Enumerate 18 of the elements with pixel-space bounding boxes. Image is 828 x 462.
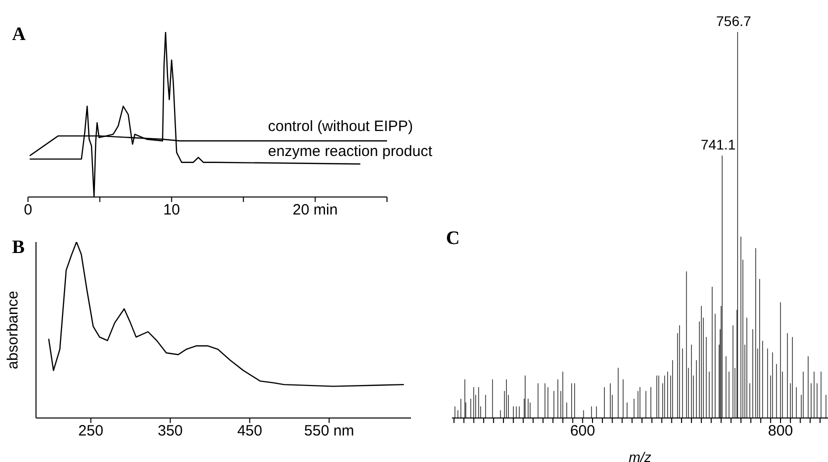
x-tick-label: 600: [570, 422, 596, 440]
chart-title: B: [12, 237, 25, 259]
annotation: 756.7: [716, 13, 752, 29]
x-tick-label: 800: [768, 422, 794, 440]
series-label: enzyme reaction product: [268, 143, 432, 160]
annotation: 741.1: [700, 136, 736, 153]
x-tick-label: 0: [24, 202, 32, 219]
text: C: [446, 228, 460, 250]
x-tick-label: 550 nm: [304, 422, 354, 440]
x-tick-label: 350: [158, 422, 183, 440]
x-axis-title: m/z: [628, 449, 652, 462]
chart-title: A: [12, 24, 26, 46]
series-label: control (without EIPP): [268, 118, 414, 135]
x-tick-label: 20 min: [292, 202, 338, 219]
y-axis-title: absorbance: [4, 290, 22, 370]
x-tick-label: 250: [78, 422, 104, 440]
x-tick-label: 10: [163, 202, 180, 219]
x-tick-label: 450: [237, 422, 262, 440]
